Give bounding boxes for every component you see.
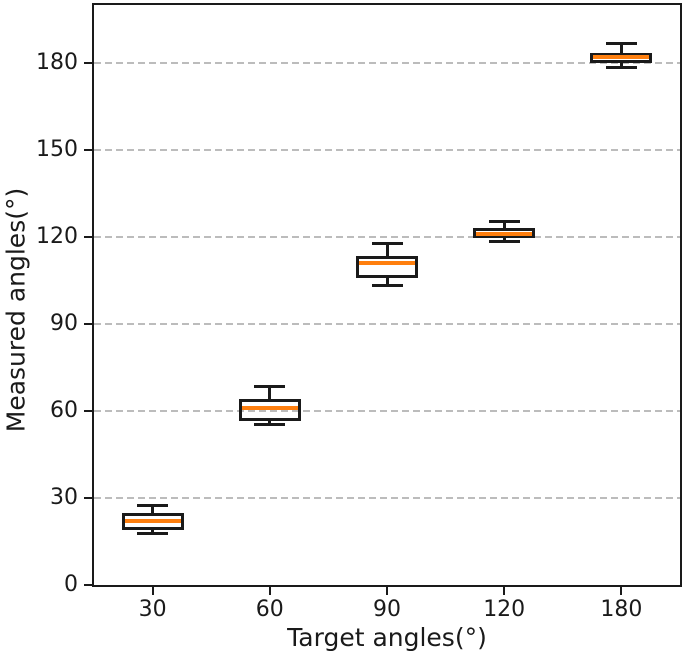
median-line [241,406,298,411]
y-tick-label: 0 [64,572,78,597]
lower-whisker-cap [605,66,637,70]
median-line [593,55,650,60]
y-tick-label: 120 [36,224,78,249]
median-line [124,519,181,524]
gridline [94,149,680,151]
y-tick-mark [84,584,92,586]
x-axis-label: Target angles(°) [287,623,487,652]
lower-whisker [151,529,155,533]
x-tick-label: 120 [483,597,526,622]
y-tick-label: 150 [36,137,78,162]
box-180 [590,52,653,63]
y-tick-label: 180 [36,50,78,75]
upper-whisker [619,42,623,53]
upper-whisker-cap [488,220,520,224]
gridline [94,323,680,325]
upper-whisker-cap [137,504,169,508]
upper-whisker-cap [371,241,403,245]
y-tick-mark [84,497,92,499]
x-tick-label: 30 [138,597,167,622]
gridline [94,497,680,499]
box-120 [473,228,536,239]
x-tick-mark [268,587,271,595]
lower-whisker-cap [254,423,286,427]
x-tick-label: 180 [600,597,643,622]
lower-whisker [268,421,272,425]
upper-whisker [502,221,506,229]
y-tick-mark [84,323,92,325]
x-tick-mark [386,587,388,595]
y-tick-mark [84,149,92,151]
x-tick-label: 90 [373,597,401,622]
y-tick-label: 60 [50,398,78,423]
upper-whisker [268,386,272,400]
box-30 [121,512,184,530]
x-tick-mark [151,587,154,595]
plot-area [92,3,682,587]
y-tick-mark [84,410,92,412]
median-line [476,232,533,237]
lower-whisker [502,238,506,242]
upper-whisker [385,242,389,256]
y-tick-label: 90 [50,311,78,336]
lower-whisker-cap [137,531,169,535]
upper-whisker [151,505,155,513]
y-tick-mark [84,62,92,64]
gridline [94,410,680,412]
lower-whisker [619,63,623,68]
median-line [359,261,415,266]
x-tick-label: 60 [255,597,284,622]
x-tick-mark [620,587,623,595]
upper-whisker-cap [254,385,286,389]
lower-whisker [385,277,389,285]
gridline [94,62,680,64]
y-tick-mark [84,236,92,238]
box-90 [356,255,418,278]
lower-whisker-cap [371,283,403,287]
lower-whisker-cap [488,240,520,244]
x-tick-mark [503,587,506,595]
y-tick-label: 30 [50,485,78,510]
upper-whisker-cap [605,41,637,45]
gridline [94,236,680,238]
box-60 [238,399,301,422]
